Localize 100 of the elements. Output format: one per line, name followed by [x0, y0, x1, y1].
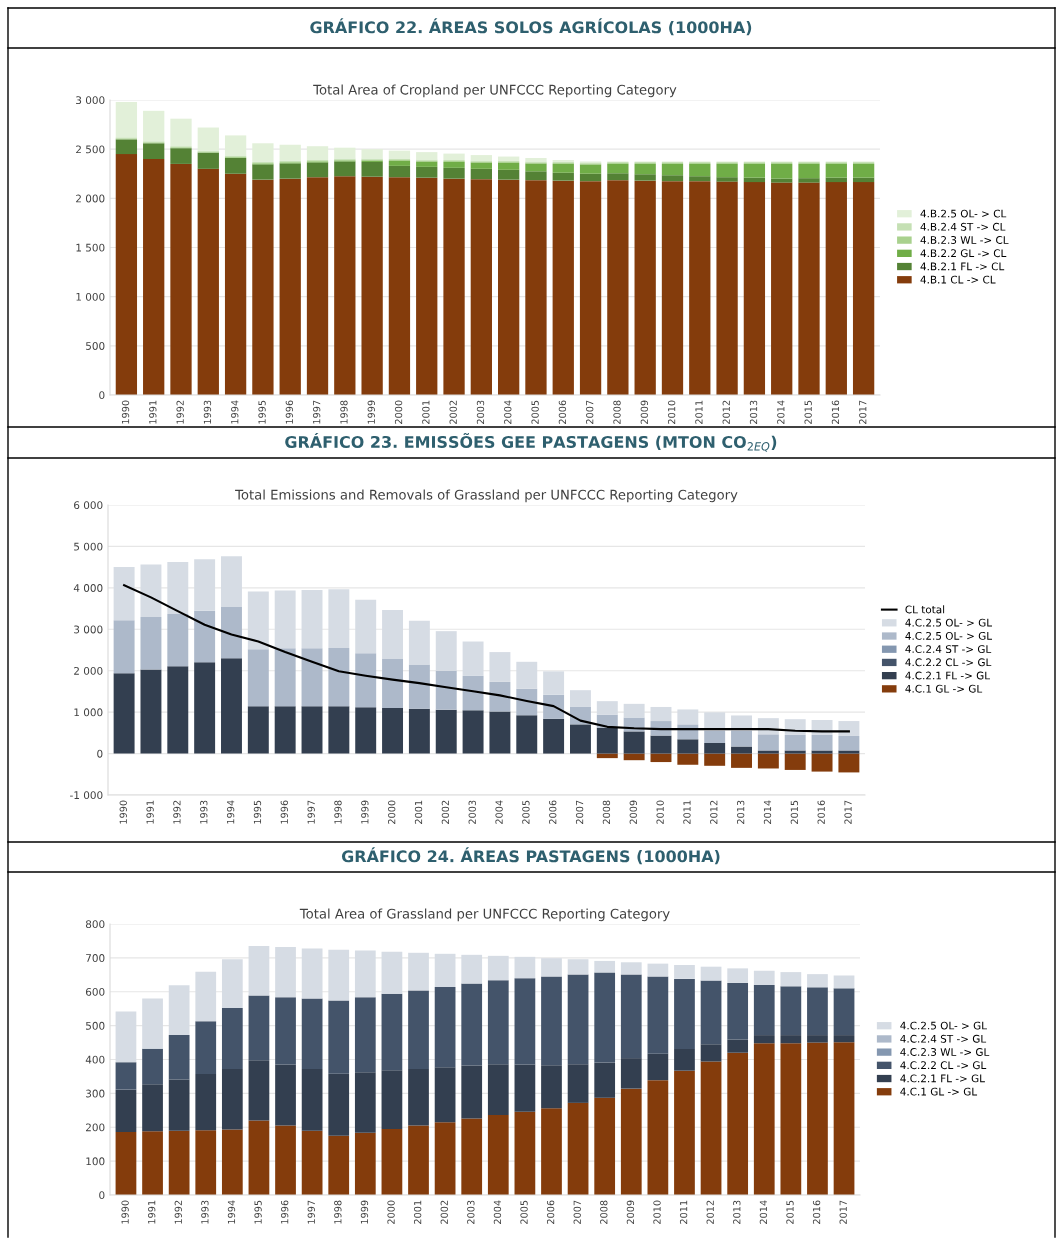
- bar: [716, 163, 738, 178]
- legend-label: 4.C.2.5 OL- > GL: [905, 631, 993, 640]
- bar: [731, 730, 752, 747]
- bar: [461, 983, 483, 1066]
- bar: [275, 997, 296, 1065]
- bar: [525, 180, 547, 395]
- x-tick-label: 2011: [679, 1200, 688, 1224]
- bar: [661, 163, 684, 176]
- x-tick-label: 1992: [176, 400, 184, 424]
- bar: [623, 731, 645, 754]
- bar: [195, 971, 217, 1022]
- x-tick-label: 2003: [476, 400, 485, 424]
- bar: [780, 986, 802, 1036]
- bar: [247, 591, 269, 650]
- bar: [140, 564, 162, 618]
- bar: [170, 148, 192, 164]
- bar: [798, 178, 820, 183]
- bar: [552, 172, 574, 181]
- x-tick-label: 1999: [367, 400, 375, 424]
- x-tick-label: 2000: [388, 800, 396, 824]
- bar: [301, 1068, 323, 1131]
- bar: [757, 750, 779, 754]
- bar: [361, 176, 383, 395]
- x-tick-label: 2013: [736, 800, 745, 824]
- bar: [489, 681, 511, 712]
- bar: [489, 652, 511, 682]
- x-tick-label: 2003: [468, 800, 476, 824]
- x-tick-label: 1990: [119, 800, 127, 824]
- x-tick-label: 1995: [253, 800, 262, 824]
- bar: [195, 1074, 217, 1131]
- bar: [443, 161, 465, 168]
- bar: [541, 958, 562, 977]
- bar: [274, 706, 296, 754]
- x-tick-label: 2010: [653, 1200, 661, 1224]
- bar: [113, 566, 135, 621]
- bar: [170, 118, 192, 147]
- bar: [461, 954, 483, 984]
- bar: [677, 753, 699, 765]
- bar: [811, 750, 833, 754]
- bar: [838, 750, 860, 754]
- x-tick-label: 1990: [121, 400, 130, 424]
- bar: [434, 1067, 456, 1123]
- y-tick-label: 100: [86, 1157, 105, 1166]
- bar: [434, 953, 456, 988]
- bar: [689, 181, 711, 395]
- bar: [811, 734, 833, 751]
- x-tick-label: 2006: [546, 1200, 555, 1224]
- bar: [731, 753, 752, 768]
- bar: [361, 149, 383, 159]
- bar: [354, 1132, 376, 1195]
- bar: [753, 1043, 775, 1195]
- bar: [408, 990, 429, 1069]
- y-tick-label: 1 000: [76, 292, 105, 301]
- bar: [677, 709, 699, 725]
- x-tick-label: 2012: [710, 800, 718, 824]
- y-tick-label: 0: [97, 749, 103, 758]
- legend-label: 4.C.1 GL -> GL: [905, 684, 983, 693]
- x-tick-label: 2002: [449, 400, 457, 424]
- legend-label: 4.C.2.3 WL -> GL: [900, 1048, 990, 1056]
- bar: [115, 1011, 137, 1063]
- x-tick-label: 2015: [790, 800, 799, 824]
- x-tick-label: 2002: [441, 800, 450, 824]
- bar: [650, 753, 672, 763]
- x-tick-label: 1996: [285, 400, 294, 424]
- bar: [195, 1130, 217, 1195]
- bar: [541, 976, 562, 1066]
- bar: [852, 182, 875, 395]
- x-tick-label: 1994: [227, 1200, 236, 1224]
- legend-label: 4.C.2.2 CL -> GL: [900, 1061, 987, 1070]
- bar: [461, 1065, 483, 1119]
- bar: [514, 1064, 536, 1112]
- bar: [301, 648, 323, 707]
- x-tick-label: 2017: [844, 800, 852, 824]
- bar: [594, 1097, 616, 1195]
- x-tick-label: 1994: [226, 800, 235, 824]
- chart-subtitle: Total Area of Grassland per UNFCCC Reporting Category: [299, 908, 670, 922]
- bar: [388, 165, 411, 178]
- bar: [607, 180, 629, 395]
- bar: [247, 649, 269, 707]
- bar: [567, 974, 589, 1065]
- x-tick-label: 2009: [629, 800, 637, 824]
- bar: [470, 162, 492, 169]
- bar: [620, 1058, 642, 1089]
- bar: [780, 1043, 802, 1195]
- bar: [807, 1042, 828, 1195]
- bar: [248, 1060, 270, 1121]
- bar: [434, 1122, 456, 1195]
- bar: [221, 1008, 243, 1069]
- legend-label: 4.B.2.4 ST -> CL: [920, 222, 1006, 231]
- chart-title: GRÁFICO 22. ÁREAS SOLOS AGRÍCOLAS (1000HA): [310, 18, 752, 36]
- bar: [689, 163, 711, 177]
- bar: [143, 159, 165, 395]
- bar: [700, 1061, 722, 1195]
- x-tick-label: 1997: [307, 1200, 315, 1224]
- bar: [194, 662, 216, 754]
- bar: [143, 110, 165, 142]
- bar: [833, 988, 855, 1036]
- bar: [279, 144, 301, 161]
- bar: [113, 620, 135, 674]
- bar: [579, 181, 602, 395]
